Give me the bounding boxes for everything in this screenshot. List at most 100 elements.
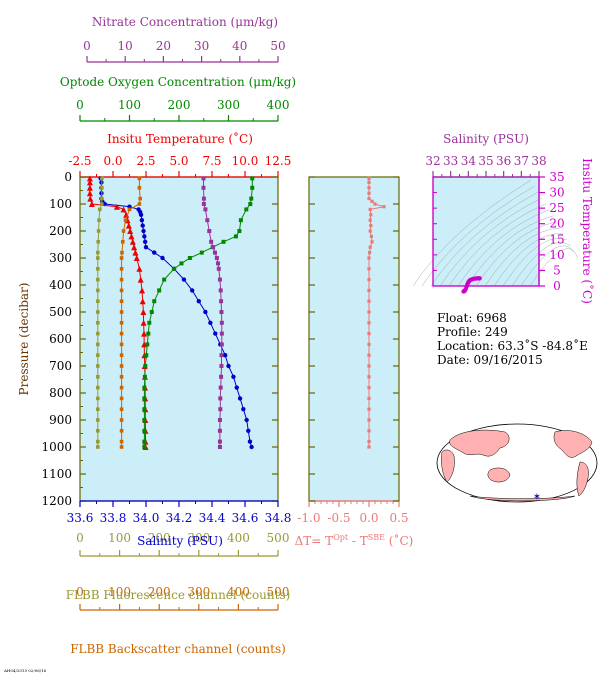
ts-temperature-axis-title: Insitu Temperature (˚C) [580,158,595,304]
fluorescence-point [96,331,100,336]
ts-temperature-tick-label: 35 [549,170,564,184]
nitrate-point [218,288,223,293]
nitrate-point [218,396,223,401]
salinity-point [237,396,243,401]
delta-t-point [367,440,371,444]
nitrate-point [217,428,222,433]
ts_salinity-tick-label: 36 [496,154,511,168]
delta-t-point [368,245,372,249]
fluorescence-point [96,407,100,411]
fluorescence-point [96,321,100,325]
fluorescence-tick-label: 200 [148,531,171,545]
oxygen-axis-title: Optode Oxygen Concentration (μm/kg) [60,75,296,89]
ts-plot-area [432,176,540,287]
nitrate-point [219,310,224,314]
ts-isopycnal-curve [529,248,578,287]
backscatter-point [119,407,124,411]
temperature-point [128,233,135,240]
backscatter-point [119,342,124,347]
delta-t-point [367,310,371,314]
delta-t-point [368,229,372,233]
salinity-axis-title: Salinity (PSU) [137,534,223,548]
oxygen-point [142,385,147,390]
temperature-point [113,203,120,210]
nitrate-point [201,196,206,201]
backscatter-tick-label: 0 [76,585,84,599]
ts_salinity-tick-label: 37 [514,154,529,168]
temperature-tick-label: 7.5 [202,154,221,168]
backscatter-point [119,310,124,314]
oxygen-axis: 0 100 200 300 400 [76,98,289,122]
oxygen-tick-label: 0 [76,98,84,112]
backscatter-tick-label: 400 [227,585,250,599]
delta-t-point [367,332,371,336]
oxygen-point [199,250,204,255]
delta-t-point [367,186,371,190]
salinity-point [139,218,145,223]
pressure-tick-label: 900 [49,413,72,427]
oxygen-point [172,266,177,271]
salinity-point [181,277,187,282]
temperature-point [139,298,146,305]
backscatter-tick-label: 500 [267,585,290,599]
fluorescence-point [99,176,104,181]
nitrate-point [201,185,206,190]
fluorescence-point [97,218,101,222]
fluorescence-point [96,375,100,379]
ts-isopycnal-curve [475,221,557,287]
ts-temperature-tick-label: 5 [553,263,561,277]
date: Date: 09/16/2015 [437,353,543,367]
ts-temperature-tick-label: 25 [549,201,564,215]
backscatter-point [119,418,124,422]
ts-isopycnal-curve [448,203,546,287]
nitrate-point [218,407,223,412]
backscatter-point [119,267,124,271]
delta-t-point [367,278,371,282]
ts-isopycnal-curve [439,197,542,287]
fluorescence-point [96,310,100,314]
temperature-tick-label: 12.5 [265,154,292,168]
ts_salinity-tick-label: 38 [531,154,546,168]
delta-t-point [367,429,371,433]
fluorescence-tick-label: 500 [267,531,290,545]
salinity-point [203,309,208,315]
nitrate-tick-label: 20 [156,39,171,53]
temperature-point [140,319,147,326]
nitrate-tick-label: 50 [270,39,285,53]
nitrate-point [219,299,224,304]
oxygen-point [142,374,147,379]
backscatter-point [137,186,142,190]
nitrate-point [219,374,224,379]
fluorescence-point [96,288,100,293]
nitrate-point [211,245,216,250]
oxygen-point [142,418,147,422]
temperature-tick-label: 2.5 [136,154,155,168]
delta-t-point [368,251,372,255]
ts-isopycnal-curve [430,191,539,287]
nitrate-point [219,320,224,325]
nitrate-point [219,364,224,368]
temperature-point [140,309,147,315]
float-id: Float: 6968 [437,311,507,325]
map-land-australia [487,467,511,483]
temperature-point [131,244,138,251]
delta-t-point [368,218,372,222]
temperature-axis: -2.5 0.0 2.5 5.0 7.5 10.0 12.5 [68,154,292,178]
ts-isopycnal-curve [493,233,564,287]
backscatter-point [137,176,142,181]
oxygen-point [149,310,154,314]
oxygen-point [187,256,192,260]
temperature-tick-label: 5.0 [169,154,188,168]
nitrate-point [209,239,214,244]
ts-temperature-tick-label: 15 [549,232,564,246]
temperature-point [86,175,93,182]
oxygen-point [244,207,249,212]
ts-temperature-tick-label: 10 [549,248,564,262]
delta-t-point [367,321,371,325]
fluorescence-line [97,178,103,447]
ts-isopycnal-curve [421,185,535,287]
fluorescence-tick-label: 0 [76,531,84,545]
backscatter-point [120,250,124,255]
delta-t-point [367,375,371,379]
delta-t-point [367,407,371,411]
